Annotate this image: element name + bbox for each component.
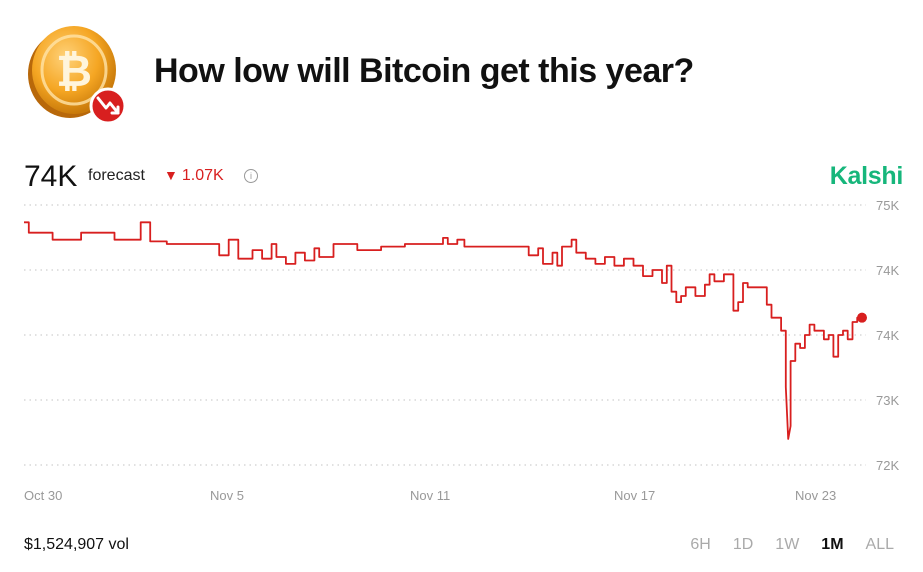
range-selector: 6H 1D 1W 1M ALL	[690, 536, 894, 554]
price-chart[interactable]: 75K 74K 74K 73K 72K Oct 30 Nov 5 Nov 11 Nov 17 No…	[0, 195, 923, 515]
forecast-summary: 74K forecast ▼ 1.07K i	[24, 160, 904, 194]
svg-text:₿: ₿	[56, 46, 92, 97]
y-tick-label: 74K	[876, 263, 899, 278]
range-6h[interactable]: 6H	[690, 536, 711, 553]
y-tick-label: 73K	[876, 393, 899, 408]
range-all[interactable]: ALL	[865, 536, 894, 553]
forecast-value: 74K	[24, 160, 78, 193]
chart-footer: $1,524,907 vol 6H 1D 1W 1M ALL	[24, 536, 904, 556]
info-icon[interactable]: i	[244, 169, 258, 183]
forecast-label: forecast	[88, 167, 145, 184]
y-tick-label: 75K	[876, 198, 899, 213]
y-tick-label: 74K	[876, 328, 899, 343]
volume-label: $1,524,907 vol	[24, 536, 129, 553]
range-1w[interactable]: 1W	[775, 536, 800, 553]
x-tick-label: Nov 17	[614, 488, 655, 503]
bitcoin-coin-icon: ₿	[28, 26, 127, 125]
price-series-line[interactable]	[24, 221, 862, 440]
x-tick-label: Oct 30	[24, 488, 62, 503]
x-tick-label: Nov 23	[795, 488, 836, 503]
bitcoin-logo: ₿	[24, 22, 128, 126]
y-tick-label: 72K	[876, 458, 899, 473]
x-tick-label: Nov 11	[410, 488, 450, 503]
down-triangle-icon: ▼	[164, 167, 178, 183]
range-1m[interactable]: 1M	[821, 536, 844, 553]
brand-logo[interactable]: Kalshi	[829, 162, 904, 190]
current-price-marker[interactable]	[857, 312, 867, 323]
range-1d[interactable]: 1D	[732, 536, 754, 553]
x-tick-label: Nov 5	[210, 488, 244, 503]
forecast-change: ▼ 1.07K	[164, 167, 224, 185]
market-header: ₿ How low will Bitcoin get this year?	[24, 22, 884, 126]
forecast-change-value: 1.07K	[181, 167, 224, 184]
market-title: How low will Bitcoin get this year?	[154, 52, 694, 90]
